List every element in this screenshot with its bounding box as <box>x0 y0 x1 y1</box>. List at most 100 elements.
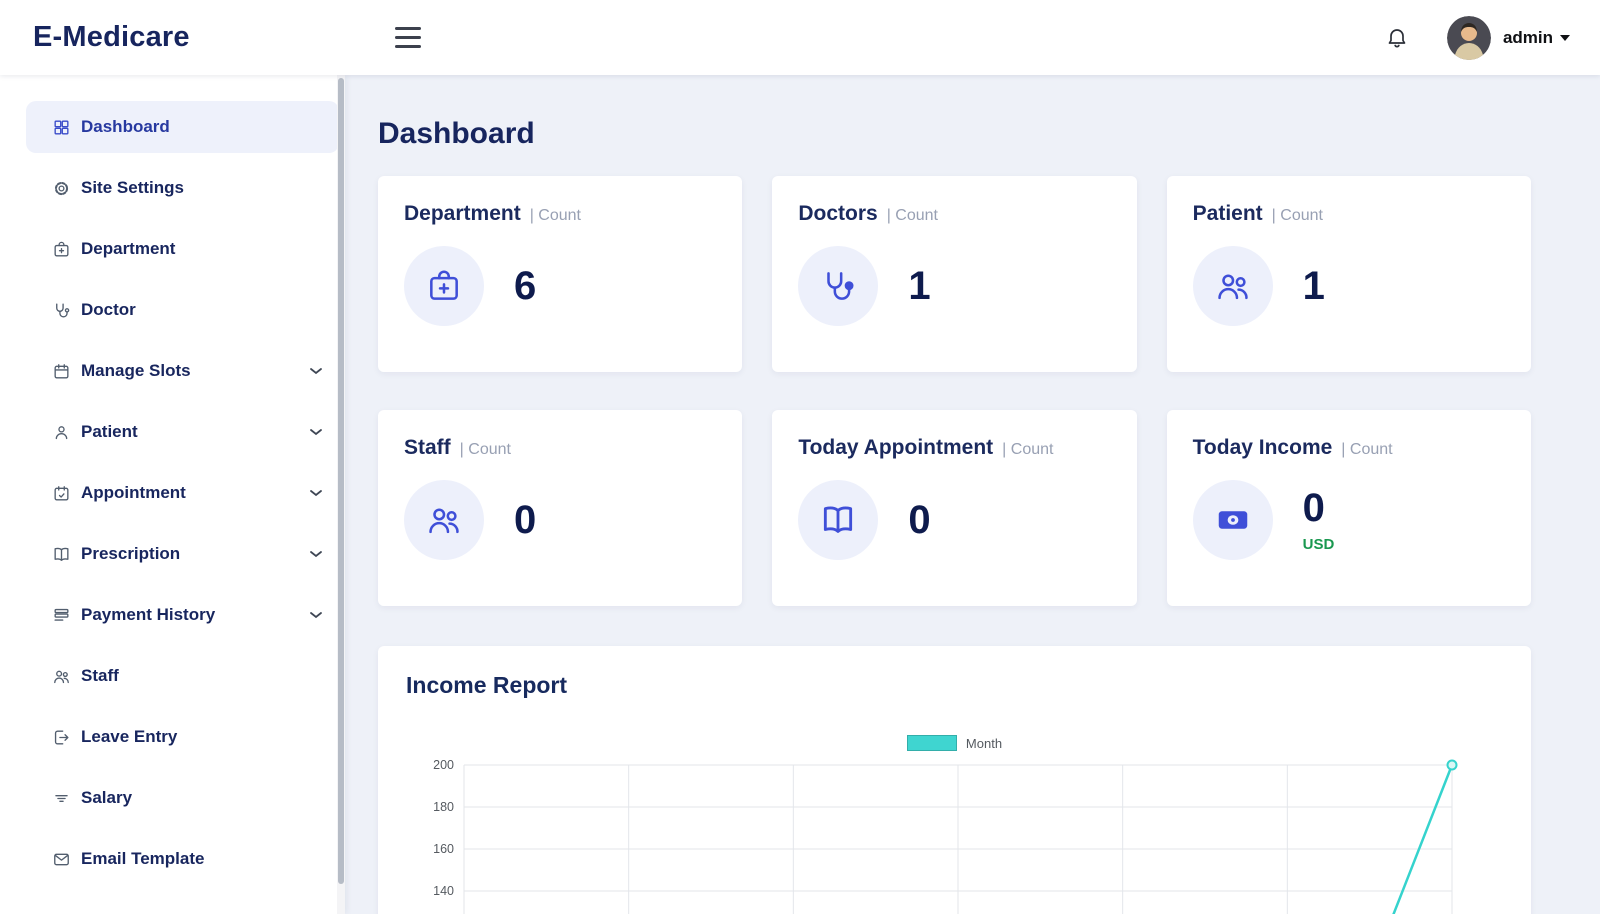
currency-unit: USD <box>1302 535 1335 553</box>
sidebar-item-site-settings[interactable]: Site Settings <box>26 162 339 214</box>
sidebar-item-dashboard[interactable]: Dashboard <box>26 101 339 153</box>
sidebar-item-label: Dashboard <box>81 117 170 136</box>
sidebar: Dashboard Site Settings Department <box>0 75 345 914</box>
person-icon <box>52 422 72 442</box>
card-header: Staff | Count <box>404 436 716 460</box>
user-menu[interactable]: admin <box>1503 28 1570 48</box>
svg-text:180: 180 <box>433 800 454 814</box>
gear-icon <box>52 178 72 198</box>
card-title: Department <box>404 202 521 225</box>
card-subtitle: | Count <box>1002 441 1054 458</box>
chart-legend: Month <box>406 735 1503 751</box>
sidebar-item-patient[interactable]: Patient <box>26 406 339 458</box>
svg-text:200: 200 <box>433 758 454 772</box>
sidebar-item-payment-history[interactable]: Payment History <box>26 589 339 641</box>
card-value: 1 <box>1302 264 1325 308</box>
calendar-check-icon <box>52 483 72 503</box>
card-value: 0 <box>514 498 537 542</box>
card-body: 0 <box>798 480 1110 560</box>
sidebar-item-label: Site Settings <box>81 178 184 197</box>
sidebar-item-label: Staff <box>81 666 119 685</box>
card-title: Staff <box>404 436 451 459</box>
open-book-icon <box>798 480 879 560</box>
legend-swatch[interactable] <box>906 735 957 751</box>
svg-text:140: 140 <box>433 884 454 898</box>
people-icon <box>404 480 484 560</box>
app-logo: E-Medicare <box>33 21 190 53</box>
sidebar-item-label: Salary <box>81 788 133 807</box>
people-icon <box>52 666 72 686</box>
stat-card-patient: Patient | Count 1 <box>1166 176 1531 372</box>
sidebar-item-salary[interactable]: Salary <box>26 772 339 824</box>
chevron-down-icon <box>309 366 323 376</box>
legend-label: Month <box>965 735 1003 751</box>
calendar-icon <box>52 361 72 381</box>
sidebar-item-email-template[interactable]: Email Template <box>26 833 339 885</box>
sidebar-item-label: Department <box>81 239 176 258</box>
sidebar-item-staff[interactable]: Staff <box>26 650 339 702</box>
card-subtitle: | Count <box>1271 207 1323 224</box>
income-line-chart: 200 180 160 140 <box>433 758 1458 914</box>
chevron-down-icon <box>309 549 323 559</box>
envelope-icon <box>52 849 72 869</box>
leave-exit-icon <box>52 727 72 747</box>
sidebar-item-department[interactable]: Department <box>26 223 339 275</box>
card-header: Department | Count <box>404 202 716 226</box>
stat-cards-grid: Department | Count 6 Doctors | Count <box>378 176 1531 606</box>
card-body: 0 USD <box>1192 480 1505 560</box>
card-value: 0 <box>1302 485 1325 530</box>
hamburger-menu-icon[interactable] <box>391 23 425 52</box>
salary-lines-icon <box>52 788 72 808</box>
medical-bag-icon <box>52 239 72 259</box>
card-title: Today Income <box>1192 436 1333 459</box>
hamburger-bar <box>395 45 421 48</box>
sidebar-item-leave-entry[interactable]: Leave Entry <box>26 711 339 763</box>
card-subtitle: | Count <box>1341 441 1393 458</box>
payment-list-icon <box>52 605 72 625</box>
medical-bag-icon <box>404 246 484 326</box>
user-avatar[interactable] <box>1446 15 1491 60</box>
sidebar-scrollbar-thumb[interactable] <box>338 78 344 884</box>
card-subtitle: | Count <box>886 207 938 224</box>
stethoscope-icon <box>52 300 72 320</box>
card-header: Today Appointment | Count <box>798 436 1110 460</box>
chevron-down-icon <box>1560 34 1570 41</box>
card-subtitle: | Count <box>459 441 511 458</box>
card-title: Today Appointment <box>798 436 994 459</box>
card-value-group: 0 USD <box>1303 488 1335 553</box>
hamburger-bar <box>395 36 421 39</box>
card-title: Doctors <box>798 202 878 225</box>
chevron-down-icon <box>309 610 323 620</box>
card-header: Patient | Count <box>1193 202 1505 226</box>
card-subtitle: | Count <box>529 207 581 224</box>
card-body: 0 <box>404 480 716 560</box>
chevron-down-icon <box>309 427 323 437</box>
sidebar-item-prescription[interactable]: Prescription <box>26 528 339 580</box>
sidebar-item-doctor[interactable]: Doctor <box>26 284 339 336</box>
sidebar-item-manage-slots[interactable]: Manage Slots <box>26 345 339 397</box>
banknote-icon <box>1192 480 1273 560</box>
user-name-label: admin <box>1502 27 1553 47</box>
card-body: 6 <box>404 246 716 326</box>
sidebar-item-label: Payment History <box>81 605 216 624</box>
stat-card-today-appointment: Today Appointment | Count 0 <box>772 410 1137 606</box>
stethoscope-icon <box>798 246 879 326</box>
open-book-icon <box>52 544 72 564</box>
topbar-right: admin <box>1385 15 1600 60</box>
card-body: 1 <box>798 246 1110 326</box>
sidebar-item-label: Manage Slots <box>81 361 191 380</box>
card-value: 1 <box>908 264 931 308</box>
sidebar-item-label: Doctor <box>81 300 136 319</box>
card-value: 6 <box>514 264 537 308</box>
people-icon <box>1192 246 1273 326</box>
sidebar-item-label: Leave Entry <box>81 727 178 746</box>
topbar: E-Medicare admin <box>0 0 1600 75</box>
card-body: 1 <box>1192 246 1505 326</box>
sidebar-item-appointment[interactable]: Appointment <box>26 467 339 519</box>
card-header: Doctors | Count <box>798 202 1110 226</box>
report-title: Income Report <box>406 672 568 698</box>
svg-text:160: 160 <box>433 842 454 856</box>
card-value: 0 <box>908 498 931 542</box>
notification-bell-icon[interactable] <box>1385 26 1409 50</box>
stat-card-staff: Staff | Count 0 <box>378 410 743 606</box>
